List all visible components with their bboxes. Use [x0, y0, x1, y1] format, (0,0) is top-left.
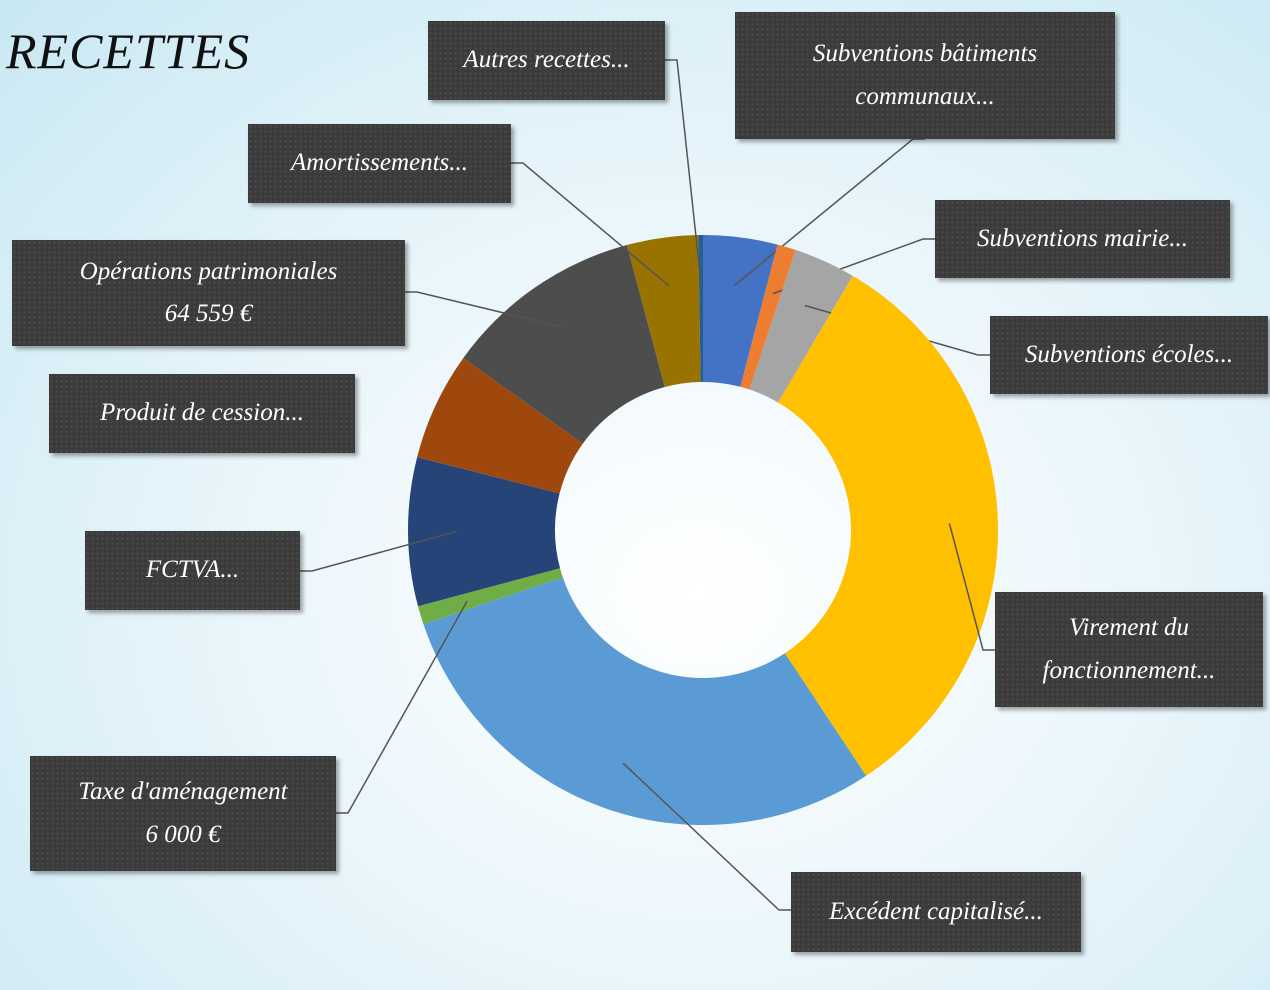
data-label: Subventions mairie... [935, 200, 1230, 278]
donut-segment [749, 249, 853, 403]
leader-line [405, 291, 564, 328]
donut-segment [778, 275, 999, 776]
leader-line [622, 762, 791, 911]
leader-line [948, 523, 995, 651]
label-category: Taxe d'aménagement [78, 778, 288, 805]
data-label: Subventions bâtiments communaux... [735, 12, 1115, 139]
donut-segment [417, 358, 583, 494]
label-category: Virement du fonctionnement... [1042, 614, 1216, 684]
leader-line [300, 530, 457, 572]
donut-segment [418, 568, 563, 625]
data-label: Virement du fonctionnement... [995, 592, 1263, 707]
data-label: Opérations patrimoniales 64 559 € [12, 240, 405, 346]
label-category: Subventions mairie... [976, 224, 1189, 252]
data-label: Amortissements... [248, 124, 511, 203]
data-label: Produit de cession... [49, 374, 355, 453]
leader-line [733, 138, 925, 287]
donut-segment [423, 577, 867, 826]
label-category: Amortissements... [290, 149, 469, 177]
label-category: Produit de cession... [100, 399, 304, 427]
data-label: Taxe d'aménagement 6 000 € [30, 756, 336, 871]
donut-segment [463, 244, 665, 444]
donut-segment [740, 244, 796, 390]
label-category: FCTVA... [145, 556, 240, 584]
data-label: Subventions écoles... [990, 316, 1268, 394]
donut-segment [703, 235, 778, 387]
label-category: Excédent capitalisé... [829, 897, 1043, 925]
label-category: Subventions bâtiments communaux... [812, 40, 1038, 110]
data-label: Autres recettes... [428, 21, 665, 100]
leader-line [511, 162, 670, 287]
chart-title: RECETTES [6, 23, 251, 79]
donut-segment [408, 457, 561, 607]
label-category: Autres recettes... [463, 46, 630, 74]
leader-line [336, 600, 468, 814]
label-category: Subventions écoles... [1024, 340, 1234, 368]
label-value: 64 559 € [164, 300, 253, 327]
donut-segment [626, 235, 701, 388]
label-value: 6 000 € [145, 820, 221, 848]
data-label: Excédent capitalisé... [791, 872, 1081, 952]
label-category: Opérations patrimoniales [79, 257, 338, 285]
leader-line [665, 59, 702, 284]
data-label: FCTVA... [85, 531, 300, 610]
